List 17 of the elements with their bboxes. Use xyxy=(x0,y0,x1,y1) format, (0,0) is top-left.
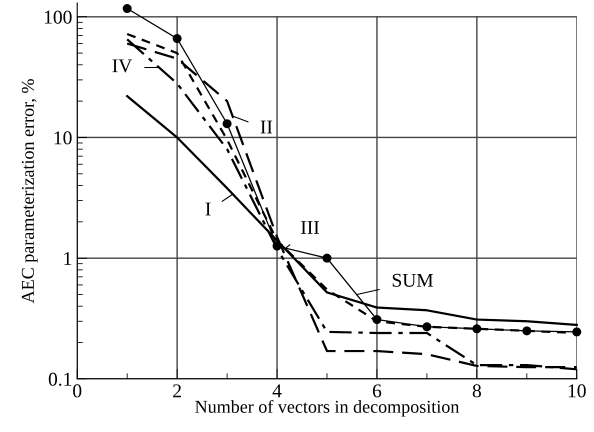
annotation: IV xyxy=(112,59,132,72)
annotation: SUM xyxy=(392,274,434,287)
y-tick-label: 10 xyxy=(54,131,72,144)
y-axis-title: AEC parameterization error, % xyxy=(22,79,38,304)
x-axis-title: Number of vectors in decomposition xyxy=(195,400,460,417)
y-tick-label: 100 xyxy=(44,10,72,24)
x-tick-label: 6 xyxy=(372,384,382,398)
y-tick-label: 1 xyxy=(64,252,72,265)
x-tick-label: 2 xyxy=(173,384,181,398)
annotation: I xyxy=(206,202,211,216)
x-tick-label: 0 xyxy=(73,384,82,398)
annotation: II xyxy=(260,120,272,134)
x-tick-label: 10 xyxy=(568,384,586,398)
x-tick-label: 4 xyxy=(272,384,282,398)
y-tick-label: 0.1 xyxy=(48,372,72,386)
annotation: III xyxy=(301,221,320,234)
x-tick-label: 8 xyxy=(472,384,481,398)
